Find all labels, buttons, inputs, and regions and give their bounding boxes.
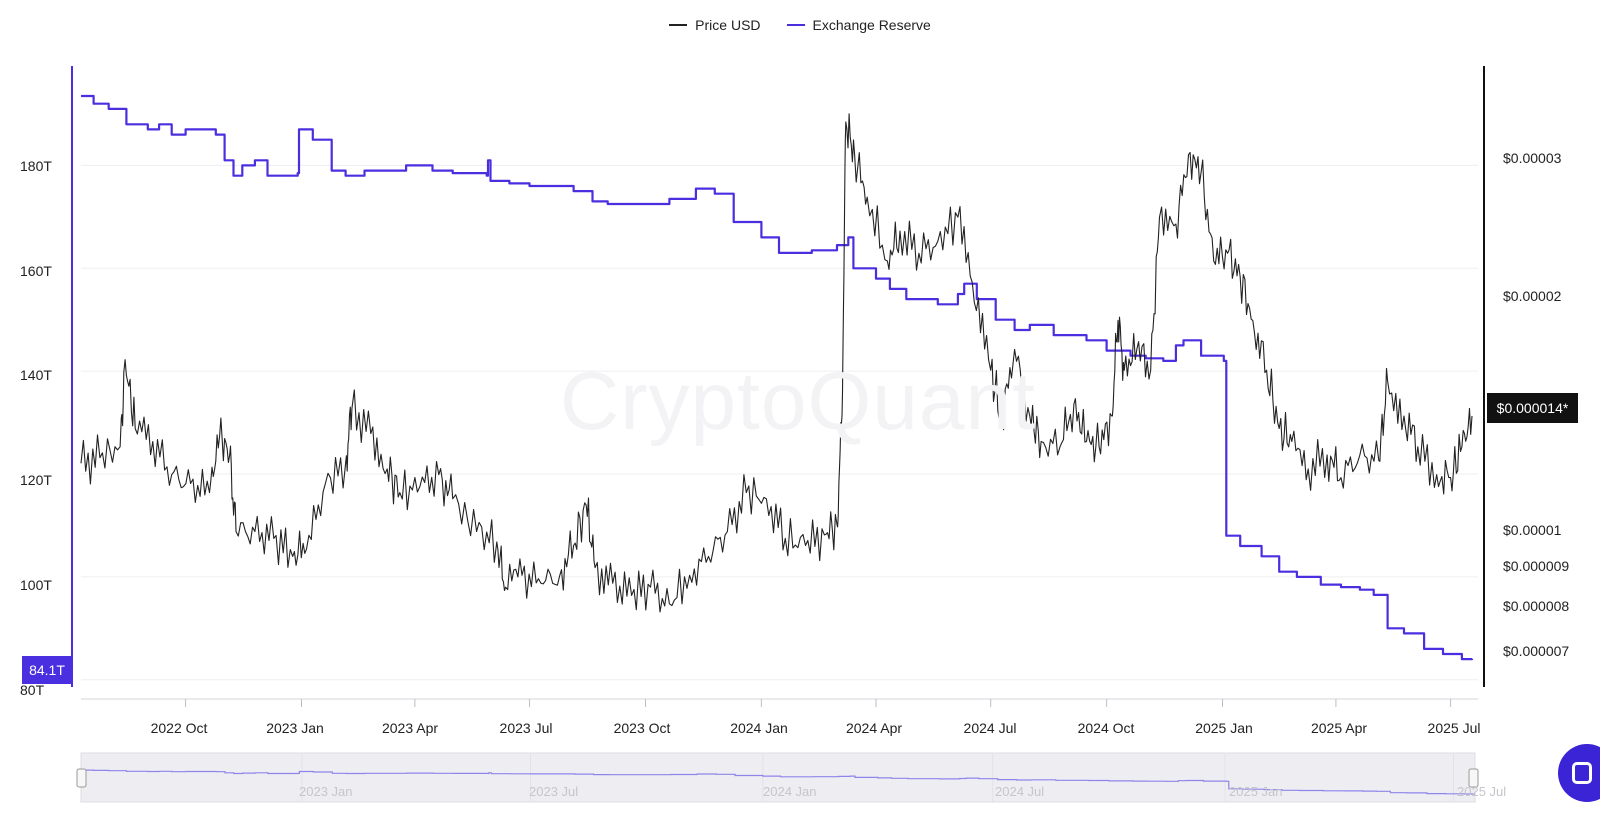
right-axis-tick-label: $0.00002 [1503,288,1562,304]
navigator-tick-label: 2024 Jul [995,784,1045,799]
legend-label-exchange-reserve: Exchange Reserve [812,17,931,33]
navigator-tick-label: 2023 Jan [299,784,353,799]
legend-swatch-exchange-reserve [786,24,805,26]
right-axis-tick-label: $0.000009 [1503,558,1570,574]
x-axis-tick-label: 2025 Jul [1427,720,1481,736]
x-axis-tick-marks [185,699,1452,707]
right-axis-tick-label: $0.00003 [1503,150,1562,166]
gridlines [81,164,1478,681]
navigator-tick-label: 2025 Jul [1457,784,1507,799]
current-reserve-badge: 84.1T [22,656,72,684]
series-line-price-usd [80,113,1473,613]
x-axis-tick-label: 2024 Apr [845,720,903,736]
current-price-badge: $0.000014* [1487,393,1578,423]
x-axis-tick-label: 2022 Oct [150,720,208,736]
x-axis-tick-label: 2024 Jan [730,720,788,736]
legend-swatch-price [669,24,688,26]
left-axis-tick-label: 140T [20,367,52,383]
watermark: CryptoQuant [560,356,1036,447]
x-axis-tick-label: 2023 Apr [381,720,439,736]
series-layer [80,94,1474,661]
chat-button[interactable] [1558,744,1600,802]
left-axis-tick-label: 160T [20,263,52,279]
x-axis-tick-label: 2025 Jan [1195,720,1253,736]
right-axis-tick-label: $0.000007 [1503,643,1570,659]
navigator-tick-label: 2025 Jan [1229,784,1283,799]
x-axis-tick-label: 2025 Apr [1310,720,1368,736]
legend-label-price: Price USD [695,17,761,33]
left-axis-tick-label: 180T [20,158,52,174]
x-axis-tick-label: 2023 Oct [613,720,671,736]
navigator-tick-label: 2024 Jan [763,784,817,799]
left-axis-tick-label: 100T [20,577,52,593]
legend-item-price[interactable]: Price USD [669,17,761,33]
left-axis-tick-label: 120T [20,472,52,488]
right-axis-tick-label: $0.00001 [1503,522,1562,538]
navigator-track[interactable] [80,752,1476,803]
series-line-exchange-reserve [81,94,1474,661]
navigator-line [81,769,1475,795]
x-axis-tick-label: 2023 Jul [499,720,553,736]
navigator-handle-left[interactable] [76,768,87,788]
x-axis-tick-label: 2024 Oct [1077,720,1135,736]
left-axis-tick-label: 80T [20,682,45,698]
navigator-handle-right[interactable] [1468,768,1479,788]
legend-item-exchange-reserve[interactable]: Exchange Reserve [786,17,931,33]
right-axis-tick-label: $0.000008 [1503,598,1570,614]
chat-icon [1572,762,1592,784]
navigator-tick-label: 2023 Jul [529,784,579,799]
legend: Price USD Exchange Reserve [0,17,1600,33]
x-axis-tick-label: 2023 Jan [266,720,324,736]
x-axis-tick-label: 2024 Jul [963,720,1017,736]
